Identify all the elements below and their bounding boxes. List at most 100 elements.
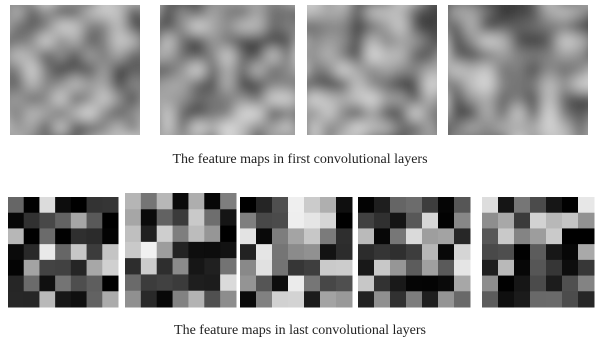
map-cell — [479, 48, 496, 63]
map-cell — [562, 244, 579, 260]
map-cell — [190, 77, 206, 92]
map-cell — [350, 92, 365, 107]
map-cell — [562, 260, 579, 276]
map-cell — [160, 19, 176, 34]
map-cell — [307, 48, 322, 63]
map-cell — [126, 121, 141, 136]
map-cell — [557, 121, 574, 136]
map-cell — [588, 121, 599, 136]
map-cell — [10, 106, 25, 121]
map-cell — [406, 291, 423, 307]
map-cell — [394, 92, 409, 107]
map-cell — [265, 63, 281, 78]
map-cell — [321, 48, 336, 63]
map-cell — [71, 213, 87, 229]
map-cell — [188, 226, 204, 243]
map-cell — [87, 244, 103, 260]
map-cell — [220, 34, 236, 49]
map-cell — [0, 92, 11, 107]
map-cell — [24, 77, 39, 92]
map-cell — [495, 135, 512, 150]
map-cell — [304, 197, 321, 213]
map-cell — [379, 121, 394, 136]
map-cell — [145, 48, 161, 63]
map-cell — [160, 63, 176, 78]
map-cell — [408, 63, 423, 78]
map-cell — [482, 213, 499, 229]
map-cell — [188, 291, 204, 308]
map-cell — [97, 19, 112, 34]
map-cell — [157, 209, 173, 226]
map-cell — [390, 276, 407, 292]
feature-map — [8, 197, 119, 308]
map-cell — [0, 5, 11, 20]
map-cell — [0, 121, 11, 136]
map-cell — [541, 92, 558, 107]
map-cell — [479, 135, 496, 150]
feature-map — [125, 193, 237, 308]
map-cell — [307, 77, 322, 92]
map-cell — [68, 135, 83, 150]
map-cell — [175, 135, 191, 150]
map-cell — [111, 106, 126, 121]
map-cell — [464, 34, 481, 49]
map-cell — [188, 258, 204, 275]
map-cell — [379, 34, 394, 49]
map-cell — [406, 244, 423, 260]
map-cell — [280, 34, 296, 49]
map-cell — [390, 291, 407, 307]
map-cell — [250, 34, 266, 49]
map-cell — [140, 135, 155, 150]
map-cell — [390, 260, 407, 276]
map-cell — [423, 77, 438, 92]
map-cell — [464, 48, 481, 63]
map-cell — [68, 106, 83, 121]
map-cell — [448, 19, 465, 34]
map-cell — [235, 106, 251, 121]
map-cell — [24, 276, 40, 292]
map-cell — [454, 244, 471, 260]
map-cell — [145, 92, 161, 107]
map-cell — [87, 276, 103, 292]
map-cell — [438, 213, 455, 229]
map-cell — [205, 92, 221, 107]
map-cell — [10, 135, 25, 150]
map-cell — [140, 34, 155, 49]
map-cell — [530, 276, 547, 292]
first-layer-maps — [0, 0, 599, 150]
map-cell — [562, 276, 579, 292]
map-cell — [288, 276, 305, 292]
map-cell — [39, 19, 54, 34]
map-cell — [272, 197, 289, 213]
map-cell — [140, 77, 155, 92]
map-cell — [408, 106, 423, 121]
figure: The feature maps in first convolutional … — [0, 0, 599, 345]
map-cell — [126, 92, 141, 107]
map-cell — [235, 34, 251, 49]
map-cell — [220, 258, 236, 275]
map-cell — [204, 193, 220, 210]
map-cell — [350, 5, 365, 20]
map-cell — [157, 274, 173, 291]
map-cell — [102, 228, 118, 244]
map-cell — [495, 34, 512, 49]
map-cell — [68, 48, 83, 63]
map-cell — [498, 260, 515, 276]
map-cell — [495, 5, 512, 20]
map-cell — [422, 276, 439, 292]
map-cell — [82, 19, 97, 34]
map-cell — [126, 77, 141, 92]
map-cell — [479, 77, 496, 92]
map-cell — [145, 19, 161, 34]
map-cell — [71, 228, 87, 244]
map-cell — [350, 34, 365, 49]
map-cell — [482, 244, 499, 260]
map-cell — [126, 106, 141, 121]
map-cell — [379, 63, 394, 78]
map-cell — [173, 209, 189, 226]
map-cell — [408, 135, 423, 150]
map-cell — [448, 106, 465, 121]
map-cell — [220, 106, 236, 121]
map-cell — [454, 213, 471, 229]
map-cell — [526, 5, 543, 20]
